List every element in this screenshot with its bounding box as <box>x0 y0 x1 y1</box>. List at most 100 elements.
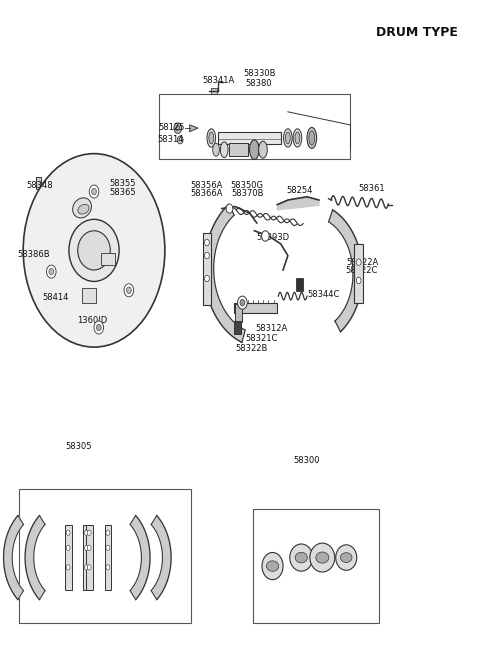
Circle shape <box>106 565 110 570</box>
Circle shape <box>89 185 99 198</box>
Circle shape <box>84 530 88 535</box>
Text: 58414: 58414 <box>43 293 69 302</box>
Text: 58314: 58314 <box>157 135 184 143</box>
Circle shape <box>87 530 91 535</box>
Ellipse shape <box>290 544 313 571</box>
Text: 58341A: 58341A <box>203 76 235 85</box>
Text: 58305: 58305 <box>65 442 92 451</box>
Circle shape <box>96 324 101 331</box>
Bar <box>101 253 115 265</box>
Circle shape <box>204 252 209 259</box>
Text: 58355: 58355 <box>109 179 136 188</box>
Ellipse shape <box>220 142 228 158</box>
Text: DRUM TYPE: DRUM TYPE <box>376 26 458 39</box>
Circle shape <box>66 545 70 550</box>
Ellipse shape <box>72 198 92 218</box>
Bar <box>65 525 72 590</box>
Circle shape <box>174 123 181 134</box>
Text: 58321C: 58321C <box>245 334 278 343</box>
Bar <box>86 525 93 590</box>
Bar <box>31 225 35 239</box>
Ellipse shape <box>209 132 214 144</box>
Ellipse shape <box>207 129 216 147</box>
Bar <box>218 132 281 144</box>
Bar <box>83 525 90 590</box>
Text: 58322A: 58322A <box>346 257 378 267</box>
Ellipse shape <box>213 143 219 157</box>
Circle shape <box>356 277 361 284</box>
Bar <box>158 94 350 159</box>
Text: 58312A: 58312A <box>255 324 287 333</box>
Bar <box>235 304 242 322</box>
Text: 58300: 58300 <box>294 456 320 464</box>
Circle shape <box>126 287 131 293</box>
Ellipse shape <box>336 545 357 571</box>
Circle shape <box>84 565 88 570</box>
Ellipse shape <box>340 553 352 563</box>
Ellipse shape <box>78 204 89 214</box>
Polygon shape <box>25 515 45 599</box>
Bar <box>234 321 241 334</box>
Text: 58322B: 58322B <box>236 344 268 353</box>
Polygon shape <box>329 210 362 331</box>
Circle shape <box>23 154 165 347</box>
Circle shape <box>124 284 133 297</box>
Bar <box>203 233 211 305</box>
Circle shape <box>47 265 56 278</box>
Bar <box>354 244 363 303</box>
Polygon shape <box>190 125 198 132</box>
Bar <box>36 177 41 189</box>
Text: 58356A: 58356A <box>190 181 223 189</box>
Bar <box>105 525 111 590</box>
Text: 58380: 58380 <box>246 79 273 88</box>
Polygon shape <box>277 196 319 210</box>
Circle shape <box>176 126 180 131</box>
Circle shape <box>177 136 183 144</box>
Circle shape <box>226 204 233 213</box>
Ellipse shape <box>309 131 315 145</box>
Circle shape <box>29 236 36 246</box>
Text: 58125: 58125 <box>159 123 185 132</box>
Circle shape <box>204 275 209 282</box>
Text: 58386B: 58386B <box>17 250 49 259</box>
Bar <box>297 278 303 291</box>
Bar <box>82 288 96 303</box>
Bar <box>234 303 277 313</box>
Circle shape <box>92 188 96 195</box>
Polygon shape <box>151 515 171 599</box>
Ellipse shape <box>295 552 307 563</box>
Text: 58361: 58361 <box>358 185 385 193</box>
Ellipse shape <box>293 129 302 147</box>
Ellipse shape <box>310 543 335 572</box>
Ellipse shape <box>262 552 283 580</box>
Circle shape <box>106 545 110 550</box>
Polygon shape <box>130 515 150 599</box>
Bar <box>211 88 217 94</box>
Text: 58366A: 58366A <box>190 189 223 198</box>
Ellipse shape <box>259 141 267 159</box>
Ellipse shape <box>266 561 279 571</box>
Circle shape <box>356 259 361 265</box>
Polygon shape <box>204 204 245 343</box>
Bar <box>253 508 379 623</box>
Text: 58393D: 58393D <box>256 233 289 242</box>
Circle shape <box>87 545 91 550</box>
Ellipse shape <box>286 132 290 144</box>
Text: 58370B: 58370B <box>231 189 264 198</box>
Ellipse shape <box>316 552 329 563</box>
Circle shape <box>204 239 209 246</box>
Circle shape <box>262 231 269 241</box>
Text: 58344C: 58344C <box>308 290 340 299</box>
Text: 58322C: 58322C <box>346 266 378 275</box>
Circle shape <box>66 565 70 570</box>
Text: 58348: 58348 <box>26 181 53 189</box>
Ellipse shape <box>284 129 292 147</box>
Polygon shape <box>3 515 24 599</box>
Text: 58365: 58365 <box>109 188 136 196</box>
Ellipse shape <box>78 231 110 270</box>
Text: 58330B: 58330B <box>243 69 276 79</box>
Ellipse shape <box>250 140 259 160</box>
Ellipse shape <box>69 219 119 282</box>
Bar <box>19 489 191 623</box>
Circle shape <box>49 269 54 275</box>
